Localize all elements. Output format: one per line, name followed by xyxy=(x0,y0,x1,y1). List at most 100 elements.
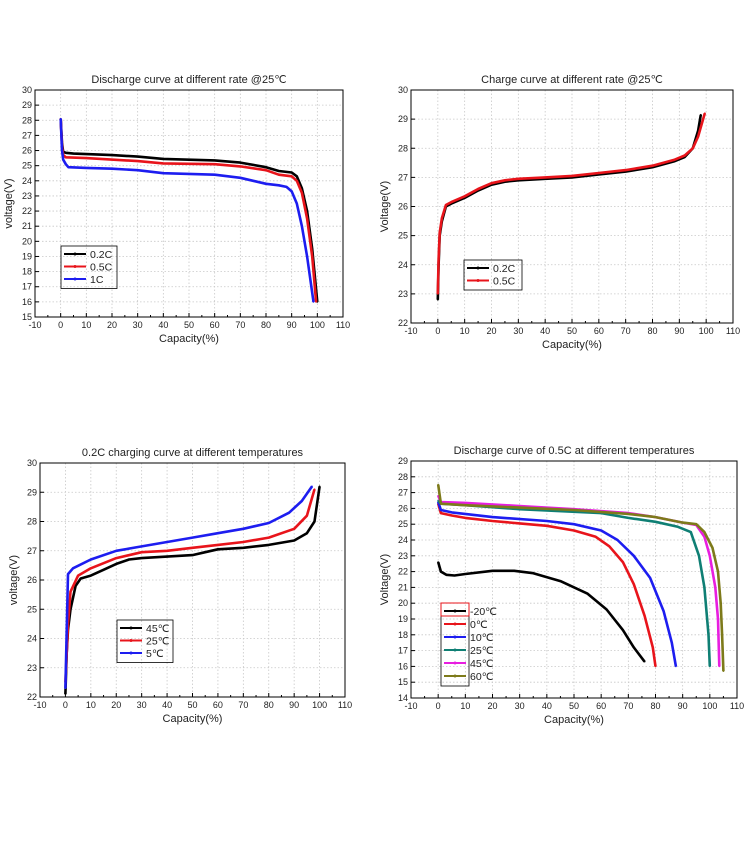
data-point xyxy=(437,258,440,260)
data-point xyxy=(62,158,65,161)
data-point xyxy=(293,539,296,542)
data-point xyxy=(242,541,245,543)
x-tick-label: 20 xyxy=(487,701,497,711)
x-tick-label: 110 xyxy=(726,326,740,336)
x-tick-label: 100 xyxy=(312,700,327,710)
y-tick-label: 28 xyxy=(398,472,408,482)
y-tick-label: 24 xyxy=(27,634,37,644)
data-point xyxy=(300,500,303,502)
data-point xyxy=(697,135,700,138)
data-point xyxy=(439,502,442,505)
data-point xyxy=(166,541,168,543)
data-point xyxy=(654,665,657,668)
data-point xyxy=(721,633,723,636)
y-tick-label: 17 xyxy=(398,646,408,656)
data-point xyxy=(191,536,194,539)
x-tick-label: 110 xyxy=(338,700,352,710)
legend-label: 0℃ xyxy=(470,619,488,631)
legend-marker xyxy=(453,635,457,639)
data-point xyxy=(643,660,646,663)
data-point xyxy=(445,573,448,576)
y-tick-label: 26 xyxy=(398,202,408,212)
data-point xyxy=(654,520,657,523)
x-tick-label: 40 xyxy=(542,701,552,711)
x-tick-label: 90 xyxy=(287,320,297,330)
data-point xyxy=(115,549,118,552)
legend-label: 25℃ xyxy=(146,636,170,648)
x-tick-label: 0 xyxy=(435,326,440,336)
x-tick-label: 30 xyxy=(515,701,525,711)
y-tick-label: 28 xyxy=(27,517,37,527)
data-point xyxy=(597,172,600,174)
x-tick-label: 40 xyxy=(158,320,168,330)
data-point xyxy=(477,188,479,190)
legend-label: 1C xyxy=(90,274,104,286)
y-tick-label: 27 xyxy=(398,488,408,498)
y-tick-label: 22 xyxy=(27,692,37,702)
x-tick-label: 100 xyxy=(699,326,714,336)
data-point xyxy=(318,485,321,488)
data-point xyxy=(594,535,597,538)
data-point xyxy=(64,163,67,166)
data-point xyxy=(61,149,63,152)
data-point xyxy=(559,580,562,582)
legend-label: 25℃ xyxy=(470,645,494,657)
data-point xyxy=(714,586,717,589)
y-tick-label: 15 xyxy=(22,312,32,322)
data-point xyxy=(649,577,651,579)
x-tick-label: 80 xyxy=(650,701,660,711)
data-point xyxy=(89,574,92,577)
data-point xyxy=(436,292,439,295)
data-point xyxy=(450,511,453,514)
data-point xyxy=(277,170,280,172)
data-point xyxy=(242,546,245,549)
legend-marker xyxy=(73,277,77,281)
data-point xyxy=(69,590,72,593)
y-axis-label: Voltage(V) xyxy=(379,554,391,605)
data-point xyxy=(115,557,118,559)
data-point xyxy=(89,567,92,570)
data-point xyxy=(72,152,75,155)
y-tick-label: 21 xyxy=(22,221,32,231)
y-tick-label: 16 xyxy=(398,661,408,671)
data-point xyxy=(64,151,67,154)
x-axis-label: Capacity(%) xyxy=(159,333,219,345)
y-axis-label: Voltage(V) xyxy=(379,181,391,232)
x-tick-label: 30 xyxy=(513,326,523,336)
x-tick-label: 20 xyxy=(107,320,117,330)
y-tick-label: 23 xyxy=(22,191,32,201)
data-point xyxy=(722,670,725,673)
data-point xyxy=(191,546,194,549)
data-point xyxy=(290,175,293,178)
legend-label: 0.5C xyxy=(493,276,516,288)
data-point xyxy=(72,567,74,570)
y-tick-label: 28 xyxy=(22,115,32,125)
data-point xyxy=(573,523,575,526)
y-tick-label: 23 xyxy=(398,289,408,299)
data-point xyxy=(115,563,118,565)
data-point xyxy=(136,160,139,163)
data-point xyxy=(491,569,494,572)
data-point xyxy=(313,520,316,523)
data-point xyxy=(444,204,447,206)
data-point xyxy=(162,172,165,175)
x-tick-label: 30 xyxy=(133,320,143,330)
x-tick-label: 110 xyxy=(730,701,744,711)
x-tick-label: 60 xyxy=(594,326,604,336)
data-point xyxy=(651,164,654,167)
y-tick-label: 24 xyxy=(398,535,408,545)
y-tick-label: 30 xyxy=(27,458,37,468)
data-point xyxy=(204,551,207,554)
x-tick-label: 0 xyxy=(58,320,63,330)
data-point xyxy=(217,548,219,551)
chart-2: -10 0 10 20 30 40 50 60 70 80 90 100 110 22 23 24 25 26 27… xyxy=(379,74,740,351)
data-point xyxy=(674,665,677,668)
y-tick-label: 23 xyxy=(27,663,37,673)
y-tick-label: 27 xyxy=(398,172,408,182)
data-point xyxy=(111,167,113,170)
legend-label: 10℃ xyxy=(470,632,494,644)
data-point xyxy=(453,574,456,577)
data-point xyxy=(695,523,698,526)
x-tick-label: 80 xyxy=(264,700,274,710)
chart-title: Charge curve at different rate @25℃ xyxy=(481,74,663,86)
